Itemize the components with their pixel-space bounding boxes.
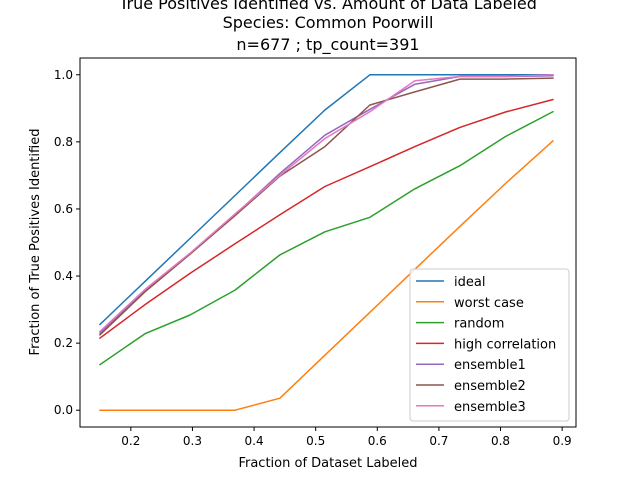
legend-label-high-correlation: high correlation [454, 337, 556, 352]
legend-label-ensemble3: ensemble3 [454, 400, 526, 415]
y-tick-label: 0.8 [54, 135, 73, 149]
y-tick-label: 0.4 [54, 269, 73, 283]
x-tick-label: 0.3 [183, 434, 202, 448]
chart-title: True Positives Identified vs. Amount of … [118, 0, 537, 55]
plot-area [98, 74, 554, 411]
legend-label-ensemble2: ensemble2 [454, 379, 526, 394]
series-line-ensemble3 [98, 74, 554, 333]
x-tick-label: 0.8 [491, 434, 510, 448]
x-tick-label: 0.4 [245, 434, 264, 448]
series-line-ensemble2 [98, 77, 554, 336]
x-tick-label: 0.6 [368, 434, 387, 448]
x-axis-label: Fraction of Dataset Labeled [238, 456, 417, 471]
chart-title-line-1: True Positives Identified vs. Amount of … [118, 0, 537, 13]
legend-label-random: random [454, 317, 504, 332]
legend: ideal worst case random high correlation ens… [409, 268, 570, 422]
series-line-ideal [98, 74, 554, 326]
x-tick-label: 0.2 [121, 434, 140, 448]
chart-title-line-2: Species: Common Poorwill [223, 13, 434, 32]
y-axis-ticks: 0.0 0.2 0.4 0.6 0.8 1.0 [54, 68, 80, 417]
y-axis-label: Fraction of True Positives Identified [28, 129, 43, 356]
x-tick-label: 0.9 [553, 434, 572, 448]
series-line-random [98, 110, 554, 366]
series-line-worst-case [99, 139, 554, 411]
y-tick-label: 0.6 [54, 202, 73, 216]
y-tick-label: 0.2 [54, 336, 73, 350]
x-axis-ticks: 0.2 0.3 0.4 0.5 0.6 0.7 0.8 0.9 [121, 427, 572, 448]
chart-title-line-3: n=677 ; tp_count=391 [236, 35, 419, 55]
legend-box [409, 268, 570, 422]
y-tick-label: 0.0 [54, 403, 73, 417]
y-tick-label: 1.0 [54, 68, 73, 82]
series-line-high-correlation [98, 98, 554, 340]
plot-frame [79, 57, 577, 428]
legend-label-worst-case: worst case [454, 296, 524, 311]
x-tick-label: 0.5 [306, 434, 325, 448]
x-tick-label: 0.7 [429, 434, 448, 448]
legend-label-ensemble1: ensemble1 [454, 358, 526, 373]
legend-label-ideal: ideal [454, 275, 485, 290]
